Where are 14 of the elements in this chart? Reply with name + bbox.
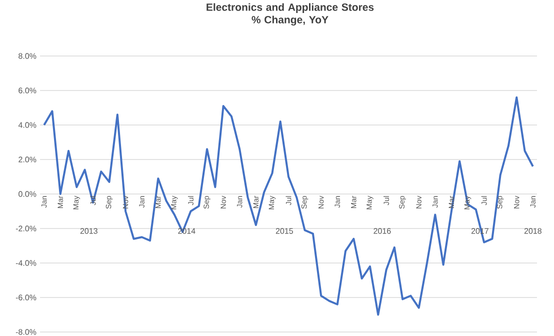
y-tick-label: -6.0%: [16, 294, 36, 300]
chart-title: Electronics and Appliance Stores % Change, YoY: [206, 3, 374, 26]
y-tick-label: 8.0%: [18, 53, 36, 59]
y-tick-label: 6.0%: [18, 88, 36, 94]
annotation: 2015: [276, 228, 293, 234]
y-tick-label: 2.0%: [18, 156, 36, 162]
y-tick-label: -8.0%: [16, 329, 36, 335]
annotation: 2016: [374, 228, 391, 234]
annotation: 2013: [80, 228, 98, 234]
annotation: 2018: [524, 228, 542, 234]
y-tick-label: 4.0%: [18, 122, 36, 128]
y-tick-label: -4.0%: [16, 260, 36, 266]
y-tick-label: 0.0%: [18, 191, 36, 197]
y-tick-label: -2.0%: [16, 226, 36, 232]
